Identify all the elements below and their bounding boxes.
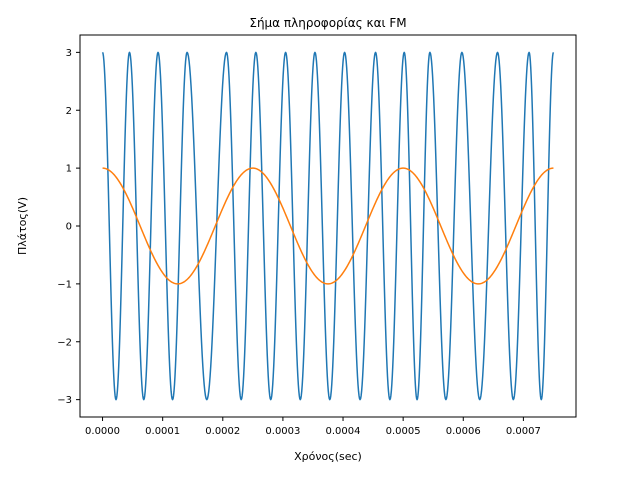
x-axis-label: Χρόνος(sec)	[294, 450, 362, 463]
x-tick-label: 0.0002	[205, 426, 240, 437]
y-axis-label: Πλάτος(V)	[16, 197, 29, 255]
x-tick-label: 0.0003	[265, 426, 300, 437]
x-tick-label: 0.0005	[386, 426, 421, 437]
y-tick-label: 1	[66, 164, 72, 175]
x-tick-label: 0.0006	[446, 426, 481, 437]
y-tick-label: 0	[66, 222, 72, 233]
x-tick-label: 0.0007	[506, 426, 541, 437]
y-tick-label: 3	[66, 48, 72, 59]
y-tick-label: −1	[57, 279, 72, 290]
fm-signal-line	[101, 51, 555, 401]
plot-frame	[79, 34, 577, 418]
y-tick-label: −2	[57, 337, 72, 348]
chart-title: Σήμα πληροφορίας και FM	[249, 16, 406, 30]
y-tick-label: 2	[66, 106, 72, 117]
x-tick-label: 0.0004	[326, 426, 361, 437]
axis-layer: 0.0000 0.0001 0.0002 0.0003 0.0004 0.0005 0.00…	[57, 48, 541, 437]
series-layer	[101, 51, 555, 401]
y-tick-label: −3	[57, 395, 72, 406]
x-tick-label: 0.0001	[145, 426, 180, 437]
x-tick-label: 0.0000	[85, 426, 120, 437]
message-signal-line	[102, 167, 554, 285]
